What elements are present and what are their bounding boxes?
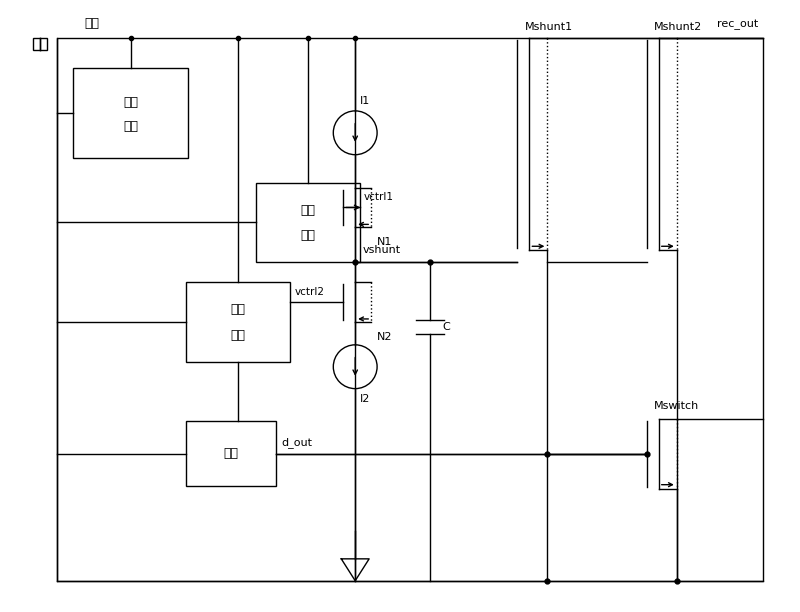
Text: Mshunt1: Mshunt1 <box>525 22 573 32</box>
Text: Mswitch: Mswitch <box>654 401 699 411</box>
Text: Mshunt2: Mshunt2 <box>654 22 702 32</box>
Text: I1: I1 <box>360 96 370 106</box>
Bar <box>74 68 188 158</box>
Text: d_out: d_out <box>282 437 313 448</box>
Text: 检测: 检测 <box>230 329 246 342</box>
Bar <box>186 422 275 486</box>
Text: vctrl1: vctrl1 <box>364 192 394 203</box>
Text: C: C <box>443 322 450 332</box>
Text: 解调: 解调 <box>223 447 238 460</box>
Bar <box>186 282 290 362</box>
Text: 滤波: 滤波 <box>123 120 138 133</box>
Text: vctrl2: vctrl2 <box>294 287 325 297</box>
Text: 整流: 整流 <box>123 95 138 108</box>
Text: vshunt: vshunt <box>363 245 402 255</box>
Bar <box>57 38 763 581</box>
Text: N1: N1 <box>377 237 393 247</box>
Text: 低压: 低压 <box>230 304 246 316</box>
Text: I2: I2 <box>360 394 370 403</box>
Text: 高压: 高压 <box>301 204 315 217</box>
Bar <box>33 38 46 50</box>
Text: N2: N2 <box>377 332 393 342</box>
Text: rec_out: rec_out <box>717 20 758 30</box>
Text: 天线: 天线 <box>85 17 99 30</box>
Bar <box>256 182 360 262</box>
Text: 检测: 检测 <box>301 230 315 242</box>
